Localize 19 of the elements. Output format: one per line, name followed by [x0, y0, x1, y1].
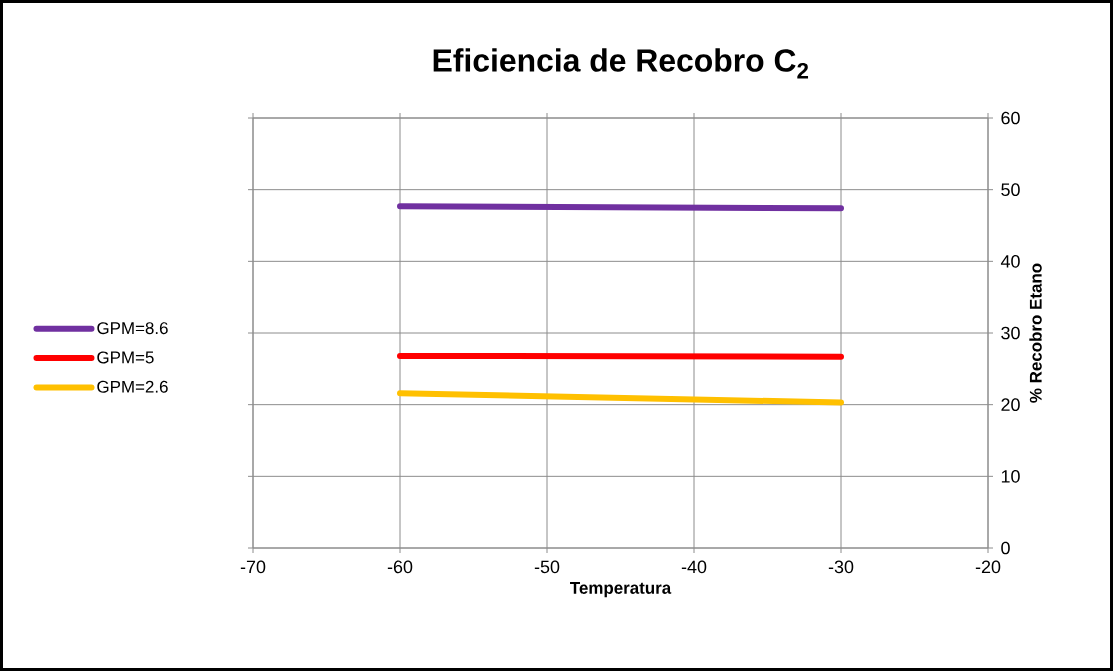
x-tick-label: -50	[534, 560, 560, 574]
x-tick-label: -70	[240, 560, 266, 574]
x-tick-label: -20	[975, 560, 1001, 574]
y-tick-label: 40	[1000, 254, 1020, 268]
legend-label: GPM=2.6	[97, 380, 168, 393]
x-axis-title: Temperatura	[570, 582, 672, 598]
legend-label: GPM=8.6	[97, 322, 168, 335]
chart-title: Eficiencia de Recobro C$_{2}$	[433, 48, 809, 79]
y-tick-label: 30	[1001, 326, 1020, 340]
y-tick-label: 20	[1001, 398, 1020, 412]
y-axis-title: % Recobro Etano	[1029, 263, 1042, 403]
y-tick-label: 50	[1001, 183, 1020, 197]
x-tick-label: -30	[828, 560, 854, 574]
legend-label: GPM=5	[97, 351, 154, 364]
y-tick-label: 10	[1001, 469, 1020, 483]
y-tick-label: 0	[1001, 541, 1010, 555]
x-tick-label: -40	[681, 560, 707, 574]
x-tick-label: -60	[387, 560, 413, 574]
y-tick-label: 60	[1001, 111, 1020, 125]
